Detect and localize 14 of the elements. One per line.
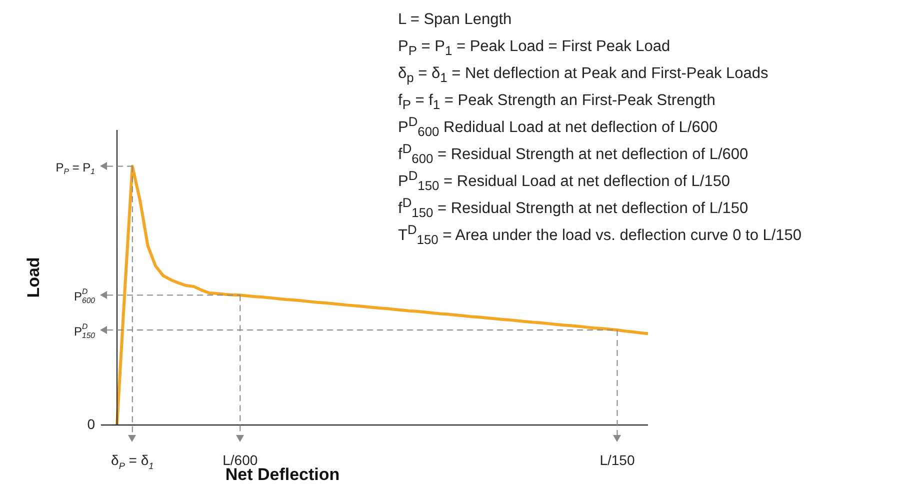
text: P$_{P}$ = P$_{1}$ = Peak Load = First Peak Load	[398, 37, 672, 60]
y-axis-title: Load	[24, 257, 43, 298]
text: L = Span Length	[398, 10, 513, 30]
x-axis-title: Net Deflection	[225, 465, 340, 484]
text: P$^{D}$$_{600}$ Redidual Load at net deflection of L/600	[398, 114, 719, 141]
text: 0	[87, 416, 96, 432]
x-tick-label: L/600	[222, 452, 258, 468]
annotation: P$^{D}$$_{150}$ = Residual Load at net deflection of L/150	[398, 168, 732, 195]
text: f$_{P}$ = f$_{1}$ = Peak Strength an First-Peak Strength	[398, 91, 716, 114]
annotation: f$^{D}$$_{150}$ = Residual Strength at net deflection of L/150	[398, 194, 750, 222]
annotation: T$^{D}$$_{150}$ = Area under the load vs. deflection curve 0 to L/150	[398, 222, 802, 249]
text: δ$_{p}$ = δ$_{1}$ = Net deflection at Peak and First-Peak Loads	[398, 64, 770, 87]
x-tick-label: L/150	[600, 452, 635, 468]
text: f$^{D}$$_{600}$ = Residual Strength at net deflection of L/600	[398, 140, 750, 168]
